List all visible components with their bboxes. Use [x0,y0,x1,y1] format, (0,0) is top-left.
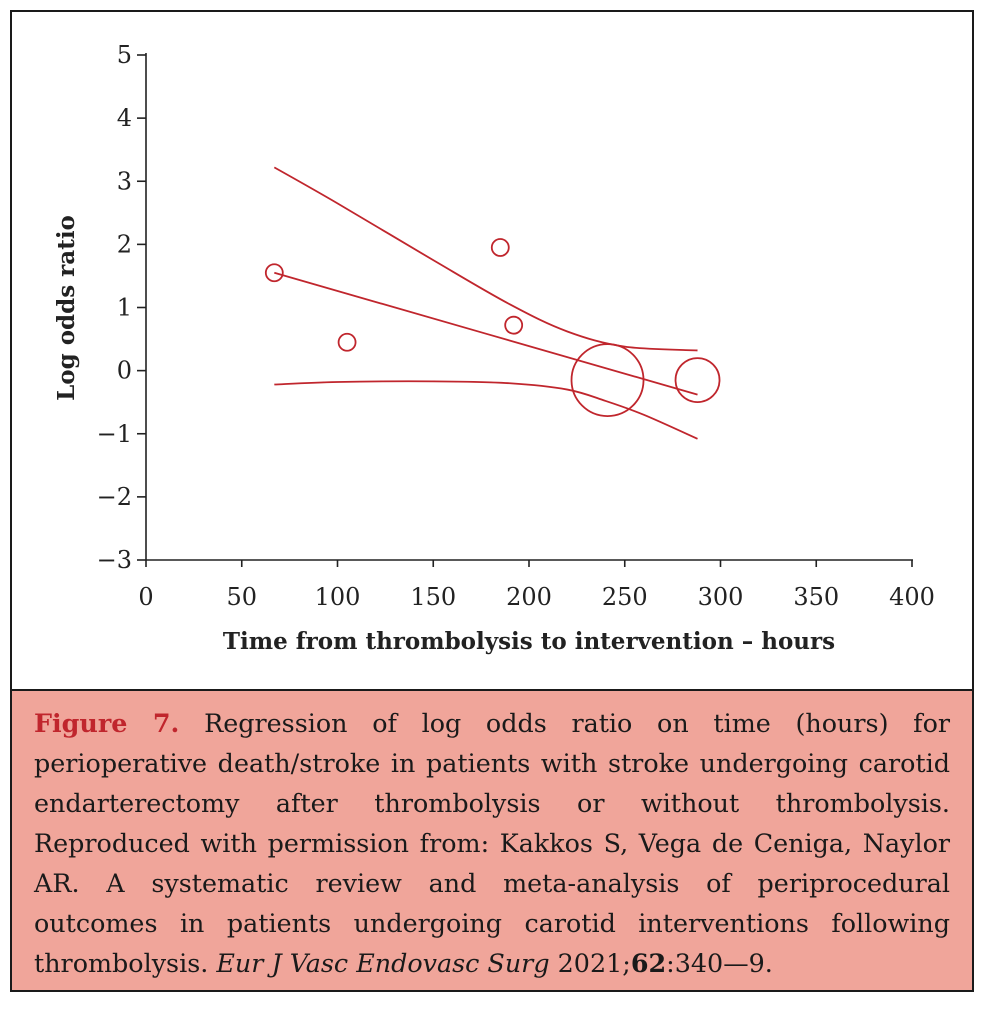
x-tick-label: 150 [410,583,456,611]
x-tick-label: 400 [889,583,935,611]
x-tick-label: 300 [698,583,744,611]
y-tick-label: 2 [117,230,132,258]
y-tick-label: 5 [117,41,132,69]
regression-curves [273,166,698,440]
figure-caption: Figure 7. Regression of log odds ratio o… [10,689,974,992]
x-tick-label: 250 [602,583,648,611]
caption-journal: Eur J Vasc Endovasc Surg [216,948,550,978]
data-point [674,357,721,403]
x-tick-label: 100 [315,583,361,611]
y-tick-label: 4 [117,104,132,132]
y-tick-label: 3 [117,167,132,195]
regression-line [274,271,698,396]
caption-text: Regression of log odds ratio on time (ho… [34,708,951,978]
y-axis-title: Log odds ratio [53,215,80,401]
chart-area: 0 50 100 150 200 250 300 350 400 5 4 3 2 1 0 −1 −2 −3 Log… [53,41,935,655]
caption-volume: 62 [630,948,667,978]
y-tick-label: 0 [117,357,132,385]
data-points [264,238,721,417]
figure-label: Figure 7. [34,708,180,738]
data-point [504,315,524,335]
y-tick-label: −2 [97,483,132,511]
data-point [337,332,357,352]
data-point [264,263,284,283]
x-tick-label: 0 [138,583,153,611]
data-point [490,238,510,257]
y-tick-label: −1 [97,420,132,448]
y-tick-label: 1 [117,294,132,322]
x-tick-label: 350 [793,583,839,611]
y-tick-label: −3 [97,546,132,574]
x-tick-label: 200 [506,583,552,611]
axes: 0 50 100 150 200 250 300 350 400 5 4 3 2 1 0 −1 −2 −3 [97,41,935,611]
data-point [570,343,645,417]
x-axis-title: Time from thrombolysis to intervention –… [223,628,835,655]
x-tick-label: 50 [226,583,257,611]
caption-pages: :340—9. [666,948,773,978]
ci-upper-curve [273,166,698,352]
caption-year: 2021; [549,948,631,978]
ci-lower-curve [274,380,698,440]
